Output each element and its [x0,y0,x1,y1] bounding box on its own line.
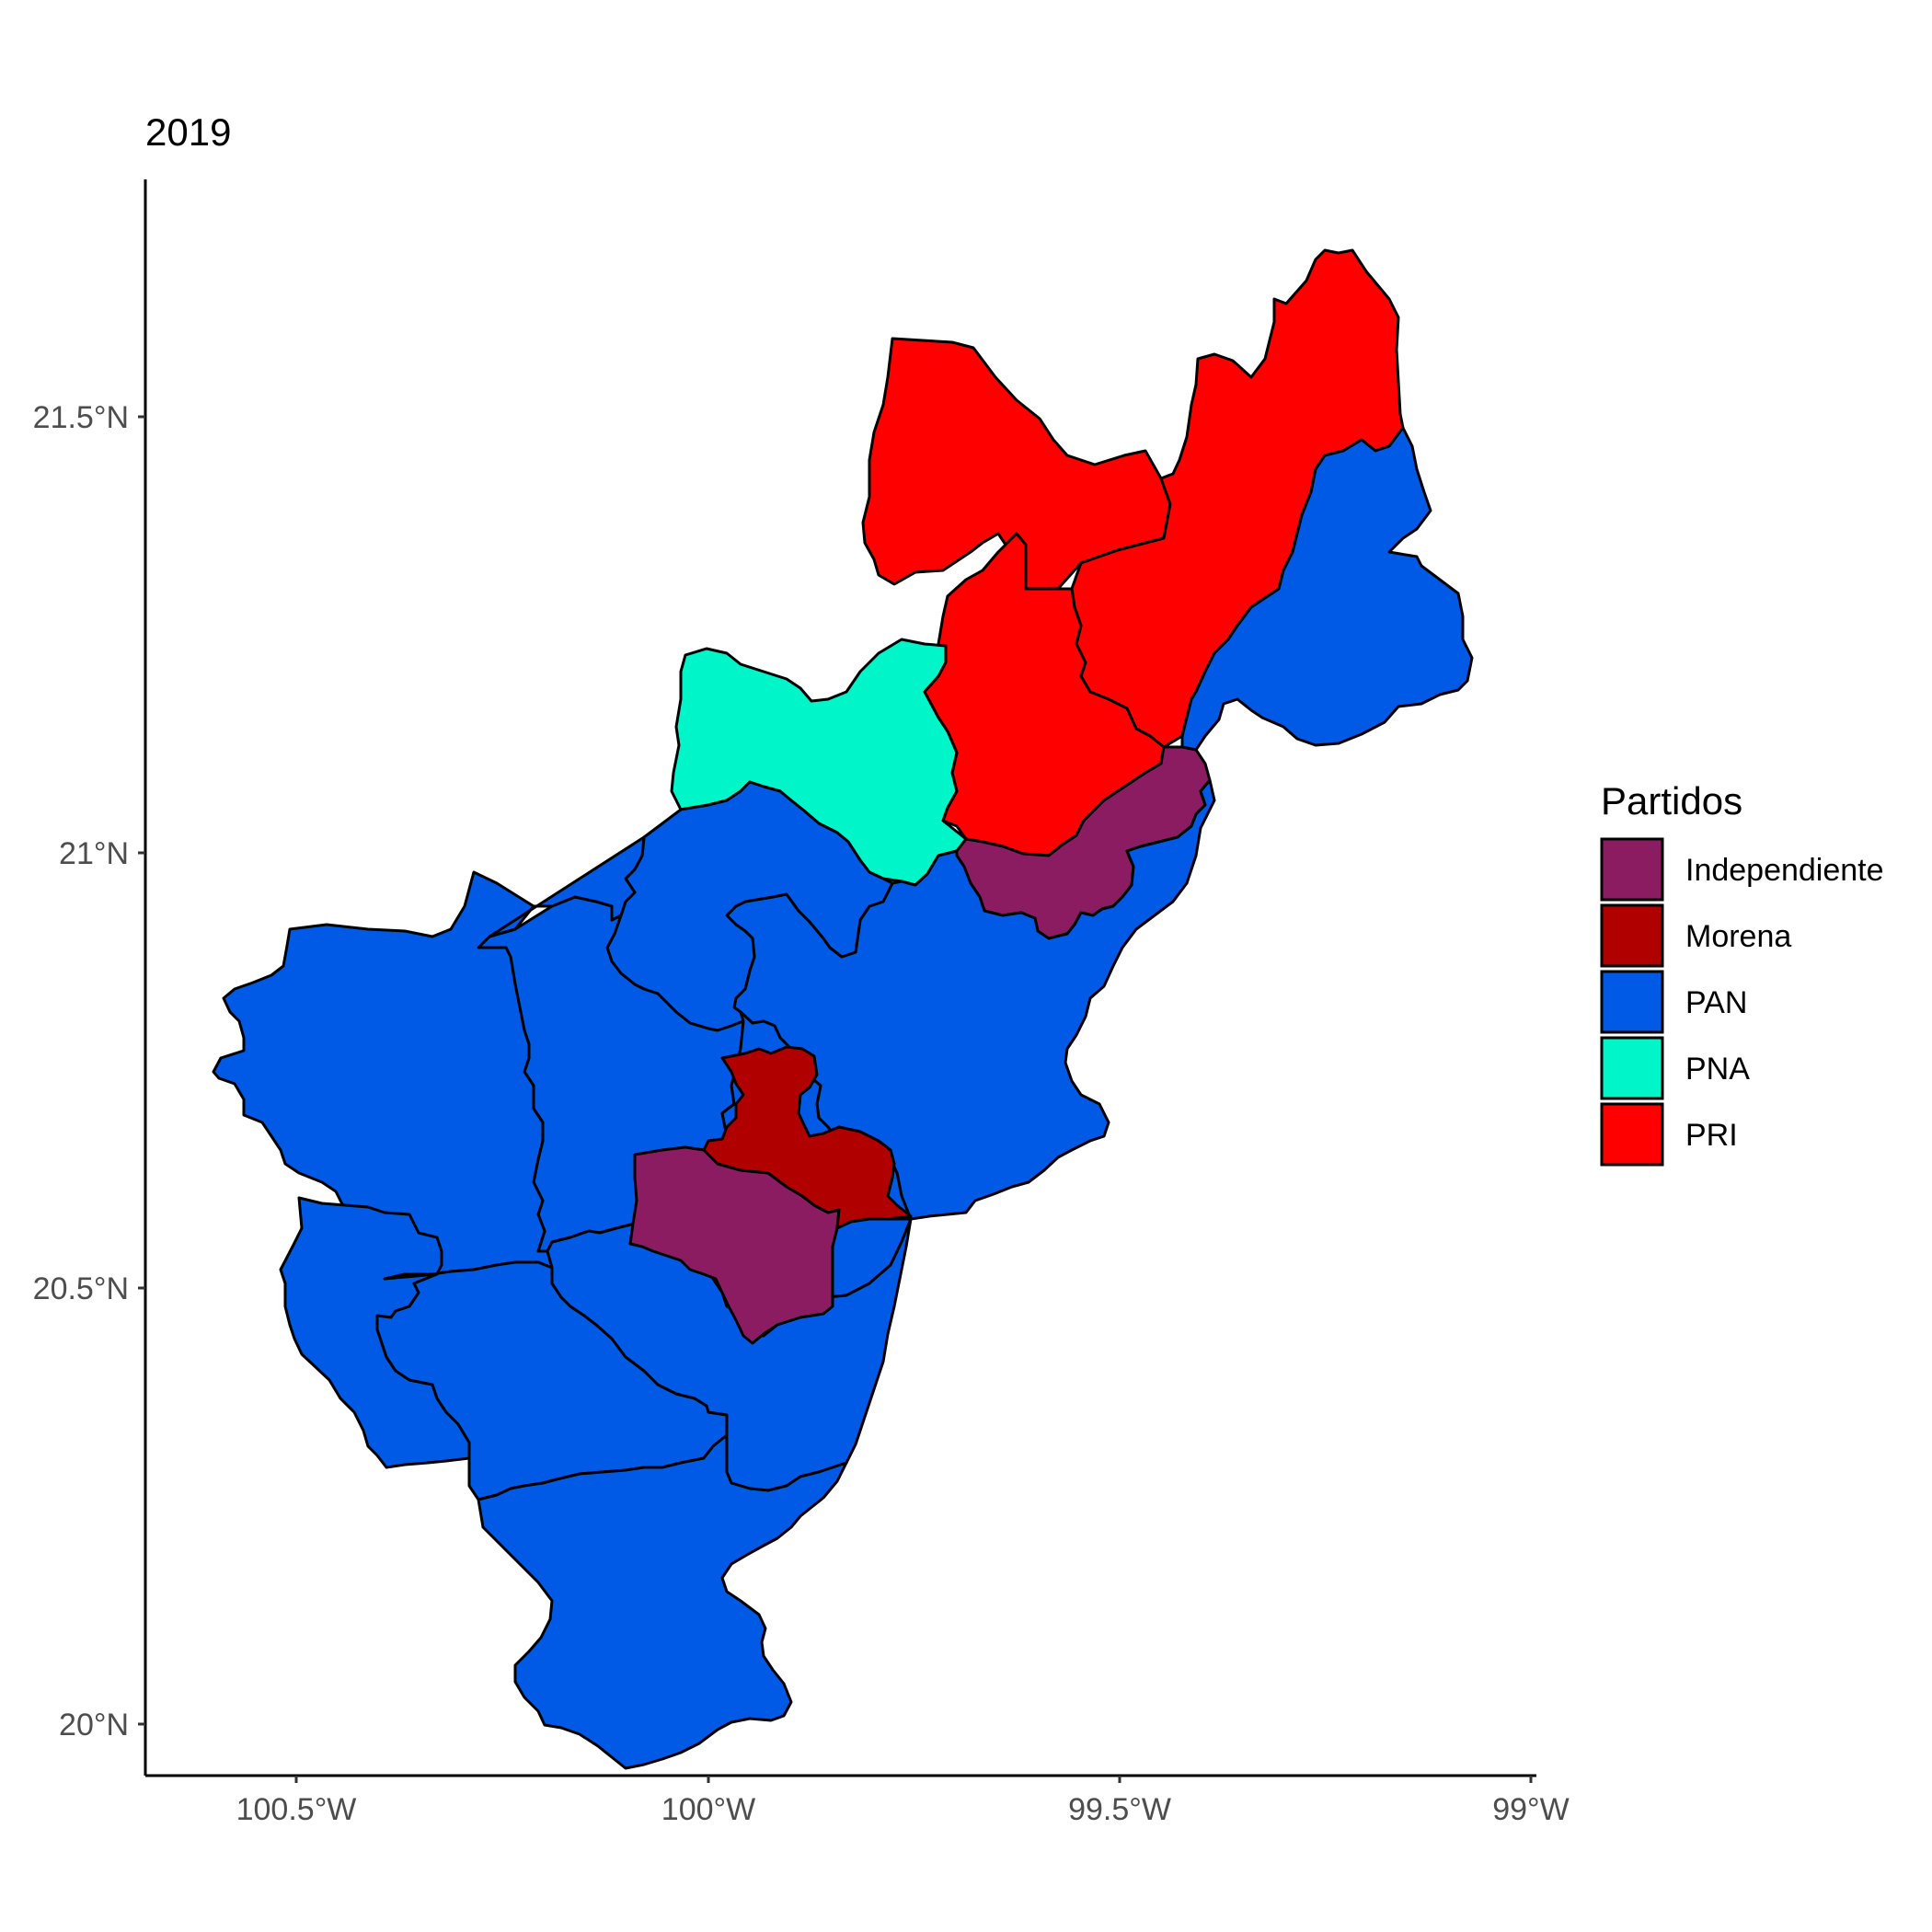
region-pan-este [1180,426,1474,752]
region-pan-sur-4 [477,1433,848,1770]
legend-label: PRI [1685,1118,1738,1153]
legend-swatch [1600,1036,1664,1100]
legend-swatch [1600,1102,1664,1167]
legend-swatch [1600,837,1664,902]
map-regions [212,248,1474,1770]
legend-swatch [1600,903,1664,968]
region-morena [702,1045,913,1230]
y-tick-label: 21°N [59,836,129,871]
legend-title: Partidos [1601,779,1742,822]
legend: Partidos Independiente Morena PAN PNA PRI [1600,779,1884,1167]
axes: 21.5°N 21°N 20.5°N 20°N 100.5°W 100°W 99… [33,179,1570,1827]
region-pan-oeste-3 [488,835,646,938]
legend-swatch [1600,970,1664,1034]
legend-label: Independiente [1685,853,1884,888]
x-tick-label: 100°W [661,1792,755,1827]
x-tick-label: 99°W [1492,1792,1570,1827]
y-tick-label: 20°N [59,1708,129,1742]
x-tick-label: 100.5°W [236,1792,357,1827]
legend-label: Morena [1685,919,1791,954]
map-title: 2019 [145,110,231,154]
legend-label: PAN [1685,985,1747,1020]
y-tick-label: 21.5°N [33,400,129,435]
x-tick-label: 99.5°W [1068,1792,1171,1827]
y-tick-label: 20.5°N [33,1271,129,1306]
legend-label: PNA [1685,1052,1750,1087]
